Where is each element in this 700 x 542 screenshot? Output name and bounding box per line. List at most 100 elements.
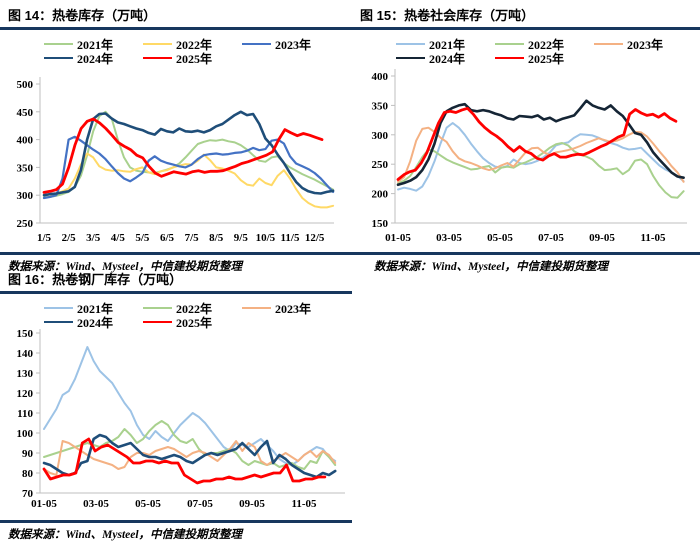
fig16-series-line-2024年 (42, 433, 337, 479)
fig14-series-line-2023年 (42, 135, 335, 200)
fig16-legend-item-2021年: 2021年 (44, 300, 143, 317)
fig15-y-tick-label: 300 (372, 130, 389, 142)
figure-16-title: 图 16：热卷钢厂库存（万吨） (8, 272, 183, 287)
figure-14: 图 14：热卷库存（万吨） 2021年 2022年 2023年 2024年 2025年 … (0, 0, 352, 274)
fig15-legend-item-2025年: 2025年 (495, 50, 594, 67)
fig14-legend-item-2022年: 2022年 (143, 36, 242, 53)
fig16-x-tick-label: 11-05 (291, 498, 317, 510)
fig16-legend-row: 2024年 2025年 (44, 314, 352, 331)
figure-16: 图 16：热卷钢厂库存（万吨） 2021年 2022年 2023年 2024年 2025… (0, 264, 352, 542)
fig15-legend-item-2021年: 2021年 (396, 36, 495, 53)
fig15-y-tick-label: 200 (372, 189, 389, 201)
fig16-series-line-2021年 (43, 346, 337, 466)
fig14-x-tick-label: 9/5 (234, 232, 249, 244)
fig14-x-tick-label: 10/5 (256, 232, 276, 244)
fig15-legend-label: 2023年 (627, 37, 664, 52)
fig14-x-tick-label: 5/5 (135, 232, 150, 244)
fig15-y-tick-label: 350 (372, 100, 389, 112)
figure-16-title-rule (0, 291, 352, 294)
fig16-y-tick-label: 100 (17, 428, 34, 440)
fig16-legend-swatch (143, 320, 172, 324)
fig14-legend-label: 2023年 (275, 37, 312, 52)
figure-16-legend: 2021年 2022年 2023年 2024年 2025年 (44, 300, 352, 331)
fig16-x-tick-label: 05-05 (135, 498, 161, 510)
fig14-y-tick-label: 300 (17, 190, 34, 202)
figure-15-title-rule (352, 27, 700, 30)
fig14-x-tick-label: 3/5 (86, 232, 101, 244)
fig14-legend-row: 2021年 2022年 2023年 (44, 36, 352, 53)
fig14-series-line-2024年 (42, 110, 335, 197)
fig15-legend-label: 2022年 (528, 37, 565, 52)
fig15-x-tick-label: 11-05 (640, 232, 666, 244)
fig15-y-tick-label: 250 (372, 159, 389, 171)
figure-14-legend: 2021年 2022年 2023年 2024年 2025年 (44, 36, 352, 66)
fig14-x-tick-label: 8/5 (209, 232, 224, 244)
fig16-legend-swatch (242, 307, 271, 309)
figure-16-source-note: 数据来源：Wind、Mysteel，中信建投期货整理 (8, 529, 243, 541)
fig16-series-line-2025年 (42, 437, 327, 485)
fig14-y-tick-label: 350 (17, 162, 34, 174)
figure-14-title-rule (0, 27, 352, 30)
figure-15-source-note: 数据来源：Wind、Mysteel，中信建投期货整理 (374, 261, 609, 273)
fig15-x-tick-label: 03-05 (436, 232, 462, 244)
fig16-legend-label: 2023年 (275, 301, 312, 316)
fig16-legend-label: 2021年 (77, 301, 114, 316)
fig14-legend-item-2023年: 2023年 (242, 36, 341, 53)
figure-14-footer-rule (0, 252, 352, 255)
fig16-legend-item-2025年: 2025年 (143, 314, 242, 331)
fig14-legend-label: 2022年 (176, 37, 213, 52)
fig14-x-tick-label: 2/5 (62, 232, 77, 244)
fig15-y-tick-label: 150 (372, 218, 389, 230)
figure-16-footer-rule (0, 520, 352, 523)
fig16-y-tick-label: 150 (17, 329, 34, 340)
fig15-legend-row: 2021年 2022年 2023年 (396, 36, 700, 53)
fig16-y-tick-label: 120 (17, 388, 34, 400)
fig16-legend-label: 2022年 (176, 301, 213, 316)
fig15-x-tick-label: 01-05 (385, 232, 411, 244)
fig14-y-tick-label: 500 (17, 79, 34, 91)
fig14-y-tick-label: 450 (17, 107, 34, 119)
fig14-x-tick-label: 11/5 (281, 232, 300, 244)
fig15-series-line-2022年 (397, 142, 685, 199)
fig15-legend-swatch (594, 43, 623, 45)
fig15-legend-swatch (396, 56, 425, 60)
fig16-legend-item-2022年: 2022年 (143, 300, 242, 317)
fig14-legend-swatch (44, 43, 73, 45)
fig15-x-tick-label: 07-05 (538, 232, 564, 244)
fig15-x-tick-label: 05-05 (487, 232, 513, 244)
fig16-y-tick-label: 110 (17, 408, 33, 420)
fig16-x-tick-label: 07-05 (187, 498, 213, 510)
fig16-x-tick-label: 01-05 (31, 498, 57, 510)
fig14-legend-swatch (143, 56, 172, 60)
fig16-legend-swatch (44, 320, 73, 324)
fig14-legend-label: 2025年 (176, 51, 213, 66)
fig15-series-line-2025年 (396, 106, 678, 181)
fig14-x-tick-label: 12/5 (305, 232, 325, 244)
fig16-x-tick-label: 03-05 (83, 498, 109, 510)
fig16-y-tick-label: 80 (22, 468, 34, 480)
fig14-y-tick-label: 250 (17, 218, 34, 230)
fig14-series-line-2025年 (42, 117, 324, 194)
fig14-legend-row: 2024年 2025年 (44, 51, 352, 66)
fig14-series-line-2022年 (43, 152, 335, 209)
figure-15-legend: 2021年 2022年 2023年 2024年 2025年 (396, 36, 700, 67)
fig16-legend-swatch (44, 307, 73, 309)
fig14-legend-label: 2024年 (77, 51, 114, 66)
fig14-x-tick-label: 7/5 (185, 232, 200, 244)
fig16-legend-swatch (143, 307, 172, 309)
fig16-legend-label: 2024年 (77, 315, 114, 330)
figure-15-title: 图 15：热卷社会库存（万吨） (360, 8, 535, 23)
fig14-x-tick-label: 1/5 (37, 232, 52, 244)
fig15-x-tick-label: 09-05 (589, 232, 615, 244)
fig16-y-tick-label: 140 (17, 348, 34, 360)
fig16-legend-label: 2025年 (176, 315, 213, 330)
figure-15-footer-rule (352, 252, 700, 255)
fig16-series-line-2023年 (43, 440, 337, 476)
fig16-y-tick-label: 130 (17, 368, 34, 380)
fig15-legend-swatch (495, 43, 524, 45)
fig16-y-tick-label: 70 (22, 488, 34, 500)
figure-15: 图 15：热卷社会库存（万吨） 2021年 2022年 2023年 2024年 2025… (352, 0, 700, 274)
fig15-legend-item-2022年: 2022年 (495, 36, 594, 53)
fig15-legend-swatch (495, 56, 524, 60)
fig14-legend-swatch (44, 56, 73, 60)
